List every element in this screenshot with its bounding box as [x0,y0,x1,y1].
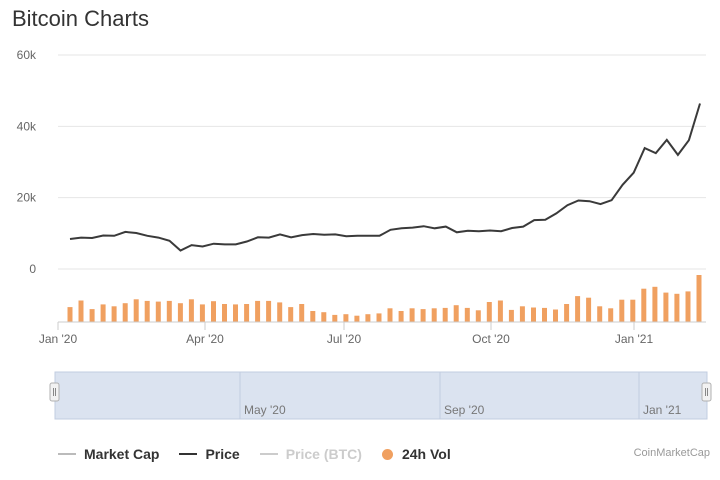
volume-bar[interactable] [199,304,205,322]
navigator-tick-label: Sep '20 [444,403,485,417]
volume-bar[interactable] [155,301,161,322]
volume-bar[interactable] [376,313,382,322]
volume-bar[interactable] [663,292,669,322]
volume-bar[interactable] [144,300,150,323]
volume-bar[interactable] [696,275,702,322]
volume-bar[interactable] [431,308,437,322]
volume-bar[interactable] [674,293,680,322]
navigator-tick-label: May '20 [244,403,286,417]
volume-bars[interactable] [67,275,702,323]
volume-bar[interactable] [685,291,691,322]
volume-bar[interactable] [564,304,570,322]
navigator-handle-right[interactable] [701,382,712,402]
volume-bar[interactable] [641,288,647,322]
y-tick-label: 60k [17,48,37,62]
volume-bar[interactable] [354,315,360,322]
volume-bar[interactable] [608,308,614,322]
legend-line-icon [179,453,198,455]
volume-bar[interactable] [387,308,393,322]
x-tick-label: Oct '20 [472,332,510,346]
volume-bar[interactable] [453,305,459,322]
volume-bar[interactable] [111,306,117,322]
volume-bar[interactable] [222,304,227,322]
legend-label: Market Cap [84,446,160,462]
navigator-handle-left[interactable] [49,382,60,402]
volume-bar[interactable] [575,296,581,322]
volume-bar[interactable] [133,299,139,322]
volume-bar[interactable] [420,309,426,322]
y-axis-ticks: 0 20k 40k 60k [17,48,37,276]
legend-item-market-cap[interactable]: Market Cap [58,446,159,462]
x-tick-label: Jan '21 [615,332,654,346]
volume-bar[interactable] [497,300,503,323]
volume-bar[interactable] [211,301,216,322]
volume-bar[interactable] [188,299,194,322]
y-tick-label: 0 [29,262,36,276]
volume-bar[interactable] [630,299,636,322]
volume-bar[interactable] [332,314,338,322]
volume-bar[interactable] [442,307,448,322]
volume-bar[interactable] [321,312,327,322]
legend-line-icon [58,453,76,455]
x-tick-label: Jan '20 [39,332,78,346]
x-tick-label: Jul '20 [327,332,362,346]
volume-bar[interactable] [486,302,492,322]
volume-bar[interactable] [266,300,272,323]
credit-label: CoinMarketCap [633,447,710,459]
volume-bar[interactable] [343,314,349,322]
y-tick-label: 20k [17,191,37,205]
navigator-selection[interactable] [54,371,708,420]
volume-bar[interactable] [288,307,294,322]
volume-bar[interactable] [619,299,625,322]
legend-item-price[interactable]: Price [179,446,240,462]
legend-label: Price (BTC) [285,446,362,462]
volume-bar[interactable] [398,311,404,322]
volume-bar[interactable] [586,297,592,322]
volume-bar[interactable] [475,310,481,323]
chart-legend: Market Cap Price Price (BTC) 24h Vol [58,444,471,464]
volume-bar[interactable] [233,304,238,322]
volume-bar[interactable] [122,303,128,322]
volume-bar[interactable] [553,309,558,323]
volume-bar[interactable] [100,304,106,322]
volume-bar[interactable] [409,308,415,322]
volume-bar[interactable] [542,307,547,322]
legend-item-price-btc[interactable]: Price (BTC) [259,446,362,462]
price-line[interactable] [69,103,701,252]
volume-bar[interactable] [255,300,261,323]
navigator-tick-label: Jan '21 [643,403,682,417]
volume-bar[interactable] [597,306,603,322]
volume-bar[interactable] [244,304,250,322]
legend-label: Price [205,446,240,462]
volume-bar[interactable] [365,314,371,322]
chart-title: Bitcoin Charts [12,6,149,31]
volume-bar[interactable] [166,300,172,323]
legend-dot-icon [381,448,393,460]
legend-label: 24h Vol [401,446,451,462]
volume-bar[interactable] [508,309,514,322]
x-axis-ticks: Jan '20 Apr '20 Jul '20 Oct '20 Jan '21 [39,322,654,346]
y-tick-label: 40k [17,119,37,133]
volume-bar[interactable] [519,306,525,322]
volume-bar[interactable] [89,309,95,322]
volume-bar[interactable] [177,303,183,322]
volume-bar[interactable] [78,300,84,323]
volume-bar[interactable] [67,307,73,322]
legend-item-24h-vol[interactable]: 24h Vol [381,446,451,462]
navigator-ticks: May '20 Sep '20 Jan '21 [239,372,682,419]
grid-lines [58,54,706,270]
volume-bar[interactable] [531,307,536,323]
volume-bar[interactable] [464,307,470,322]
volume-bar[interactable] [652,286,658,323]
volume-bar[interactable] [277,302,283,322]
legend-line-icon [259,453,278,455]
volume-bar[interactable] [299,304,305,322]
volume-bar[interactable] [310,311,316,322]
x-tick-label: Apr '20 [186,332,224,346]
